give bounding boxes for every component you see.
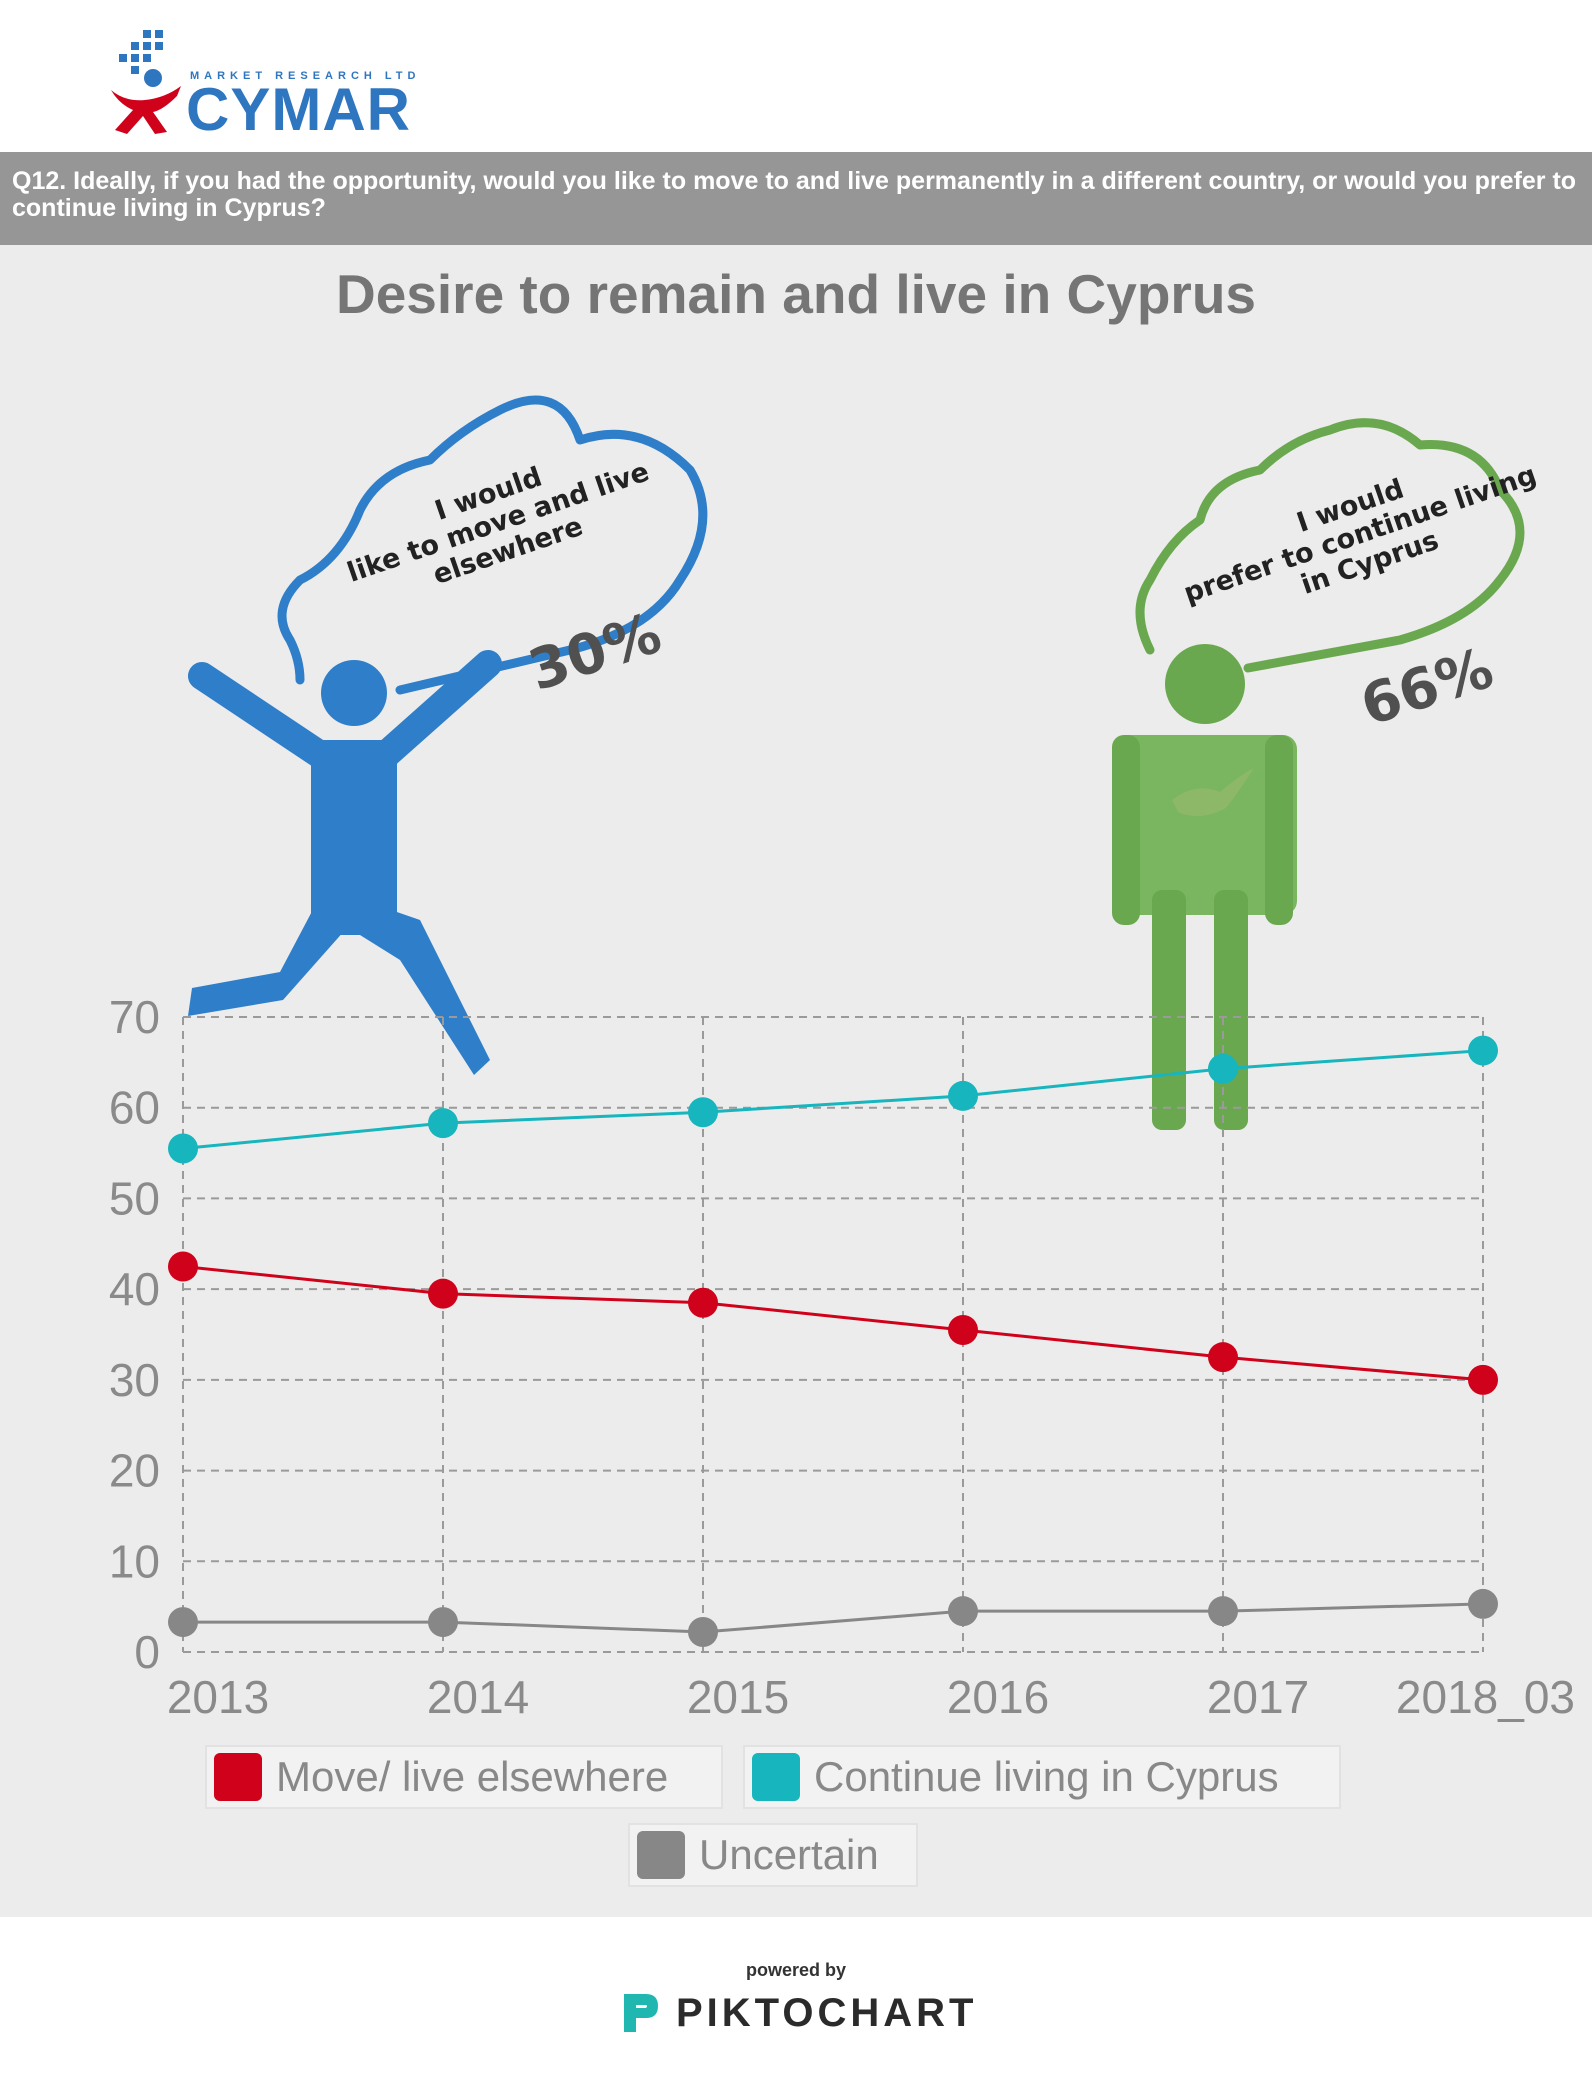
legend-label-continue: Continue living in Cyprus — [814, 1753, 1279, 1800]
chart-title: Desire to remain and live in Cyprus — [335, 263, 1256, 325]
chart-series — [168, 1035, 1498, 1648]
footer — [0, 1917, 1592, 2078]
data-point — [168, 1133, 198, 1164]
data-point — [1208, 1342, 1238, 1373]
x-tick-label: 2016 — [947, 1671, 1049, 1723]
legend-item-uncertain: Uncertain — [628, 1823, 918, 1887]
legend-item-continue: Continue living in Cyprus — [743, 1745, 1341, 1809]
y-tick-label: 60 — [109, 1082, 160, 1134]
x-tick-label: 2015 — [687, 1671, 789, 1723]
chart-grid — [182, 1016, 1484, 1653]
data-point — [168, 1251, 198, 1282]
legend-label-move: Move/ live elsewhere — [276, 1753, 669, 1800]
data-point — [428, 1607, 458, 1638]
logo-tagline: MARKET RESEARCH LTD — [190, 70, 421, 82]
y-tick-label: 50 — [109, 1172, 160, 1224]
data-point — [428, 1108, 458, 1139]
x-tick-label: 2017 — [1207, 1671, 1309, 1723]
header: MARKET RESEARCH LTD CYMAR — [0, 0, 1592, 152]
thought-bubble-left-icon — [277, 395, 708, 695]
data-point — [1468, 1035, 1498, 1066]
data-point — [428, 1278, 458, 1309]
chart-legend: Move/ live elsewhere Continue living in … — [0, 1745, 1592, 1895]
data-point — [948, 1596, 978, 1627]
question-text: Q12. Ideally, if you had the opportunity… — [12, 167, 1577, 222]
piktochart-name: PIKTOCHART — [676, 1990, 978, 2035]
data-point — [948, 1080, 978, 1111]
thought-bubble-right-icon — [1135, 418, 1525, 673]
question-bar — [0, 152, 1592, 245]
y-tick-label: 0 — [134, 1626, 160, 1678]
y-tick-label: 70 — [109, 991, 160, 1043]
legend-swatch-uncertain — [637, 1831, 685, 1879]
legend-swatch-move — [214, 1753, 262, 1801]
series-line — [182, 1049, 1484, 1151]
jumping-person-icon — [188, 650, 502, 1075]
data-point — [1208, 1596, 1238, 1627]
x-tick-label: 2014 — [427, 1671, 529, 1723]
data-point — [168, 1607, 198, 1638]
data-point — [1208, 1053, 1238, 1084]
cymar-logo-icon — [111, 30, 181, 134]
data-point — [1468, 1588, 1498, 1619]
powered-by-label: powered by — [745, 1960, 847, 1980]
y-tick-label: 30 — [109, 1354, 160, 1406]
y-tick-label: 10 — [109, 1535, 160, 1587]
legend-label-uncertain: Uncertain — [699, 1831, 879, 1878]
series-line — [183, 1602, 1484, 1634]
data-point — [688, 1617, 718, 1648]
series-line — [182, 1264, 1484, 1382]
chart-panel — [0, 245, 1592, 1917]
x-tick-label: 2013 — [167, 1671, 269, 1723]
piktochart-brand[interactable]: PIKTOCHART — [618, 1988, 977, 2038]
data-point — [1468, 1364, 1498, 1395]
data-point — [688, 1097, 718, 1128]
x-tick-label: 2018_03 — [1396, 1671, 1575, 1723]
logo-name: CYMAR — [186, 76, 411, 143]
piktochart-logo-icon — [624, 1994, 658, 2032]
data-point — [948, 1314, 978, 1345]
legend-swatch-continue — [752, 1753, 800, 1801]
chart-labels: 0 10 20 30 40 50 60 70 2013 2014 2015 2016 2017 2018_… — [109, 991, 1575, 1723]
data-point — [688, 1287, 718, 1318]
y-tick-label: 40 — [109, 1263, 160, 1315]
legend-item-move: Move/ live elsewhere — [205, 1745, 723, 1809]
y-tick-label: 20 — [109, 1445, 160, 1497]
